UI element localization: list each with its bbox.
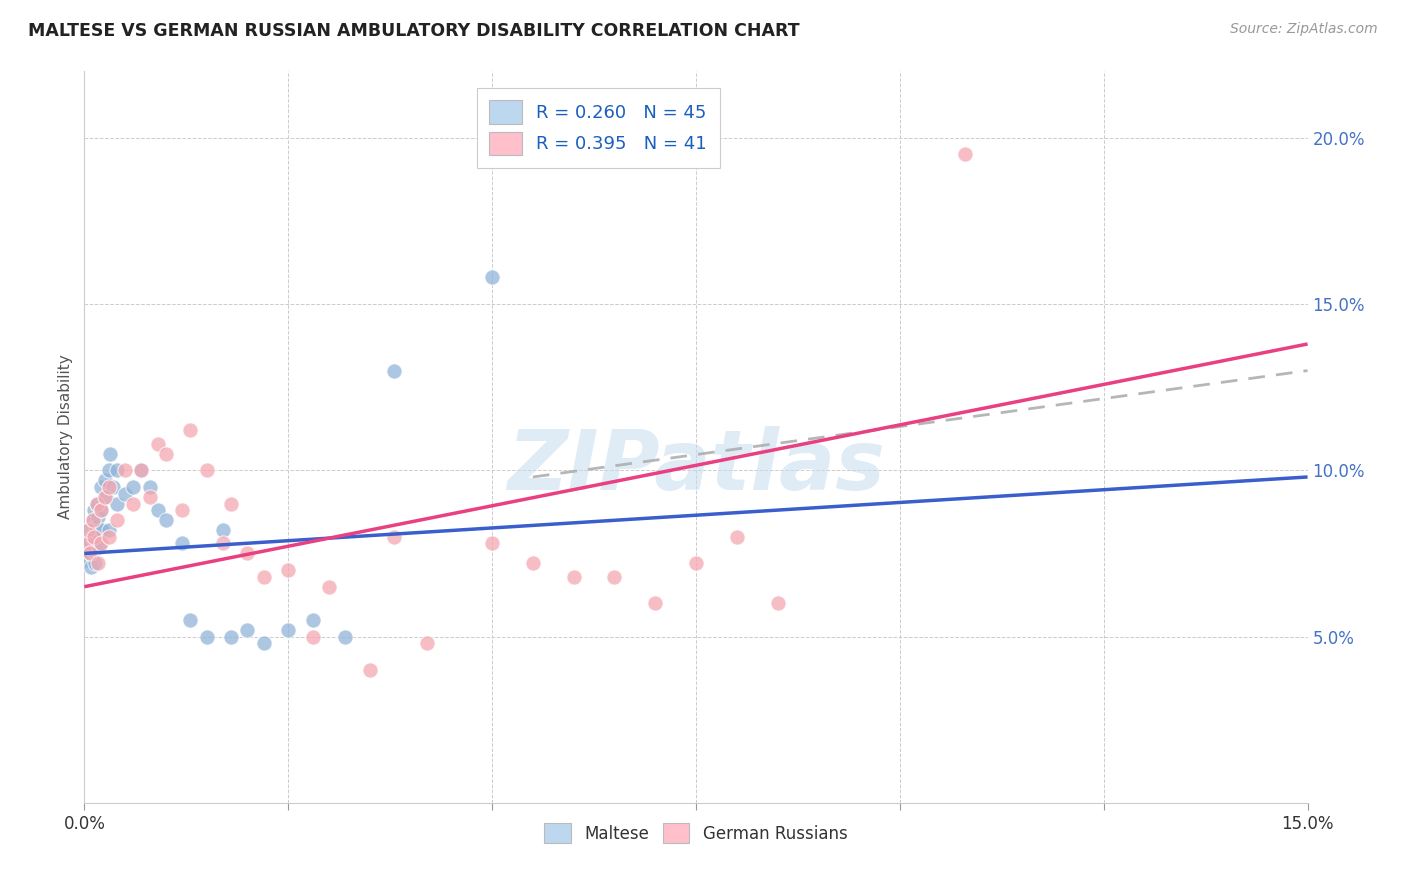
Point [685, 557, 707, 571]
Point [79, 546, 101, 560]
Point [603, 570, 626, 584]
Text: ZIPatlas: ZIPatlas [508, 425, 884, 507]
Point [155, 447, 177, 461]
Point [382, 363, 405, 377]
Point [253, 570, 276, 584]
Point [96, 490, 118, 504]
Point [146, 436, 169, 450]
Point [93, 473, 115, 487]
Point [277, 623, 299, 637]
Point [97, 480, 120, 494]
Point [138, 480, 160, 494]
Point [105, 513, 128, 527]
Point [80, 559, 103, 574]
Point [179, 613, 201, 627]
Point [131, 463, 153, 477]
Point [90, 503, 112, 517]
Point [131, 463, 153, 477]
Point [76, 536, 98, 550]
Point [77, 523, 100, 537]
Point [253, 636, 276, 650]
Point [335, 630, 357, 644]
Point [122, 497, 145, 511]
Point [219, 630, 242, 644]
Point [93, 490, 115, 504]
Point [212, 536, 235, 550]
Point [86, 497, 108, 511]
Point [82, 543, 104, 558]
Point [953, 147, 976, 161]
Point [522, 557, 544, 571]
Point [77, 523, 100, 537]
Point [195, 463, 218, 477]
Point [76, 536, 98, 550]
Point [481, 536, 503, 550]
Point [97, 463, 120, 477]
Point [236, 623, 259, 637]
Point [97, 530, 120, 544]
Point [101, 480, 124, 494]
Point [87, 509, 110, 524]
Point [195, 630, 218, 644]
Point [79, 546, 101, 560]
Point [83, 530, 105, 544]
Point [82, 513, 104, 527]
Point [91, 523, 114, 537]
Point [359, 663, 381, 677]
Point [318, 580, 340, 594]
Point [100, 447, 122, 461]
Point [90, 480, 112, 494]
Point [382, 530, 405, 544]
Y-axis label: Ambulatory Disability: Ambulatory Disability [58, 355, 73, 519]
Point [138, 490, 160, 504]
Point [82, 513, 104, 527]
Legend: Maltese, German Russians: Maltese, German Russians [538, 817, 853, 849]
Point [84, 557, 107, 571]
Point [97, 523, 120, 537]
Point [146, 503, 169, 517]
Point [155, 513, 177, 527]
Text: Source: ZipAtlas.com: Source: ZipAtlas.com [1230, 22, 1378, 37]
Point [122, 480, 145, 494]
Point [87, 557, 110, 571]
Point [114, 463, 136, 477]
Point [114, 486, 136, 500]
Point [105, 497, 128, 511]
Text: MALTESE VS GERMAN RUSSIAN AMBULATORY DISABILITY CORRELATION CHART: MALTESE VS GERMAN RUSSIAN AMBULATORY DIS… [28, 22, 800, 40]
Point [277, 563, 299, 577]
Point [86, 497, 108, 511]
Point [416, 636, 439, 650]
Point [84, 520, 107, 534]
Point [766, 596, 789, 610]
Point [301, 630, 323, 644]
Point [105, 463, 128, 477]
Point [212, 523, 235, 537]
Point [179, 424, 201, 438]
Point [172, 503, 194, 517]
Point [301, 613, 323, 627]
Point [725, 530, 748, 544]
Point [481, 270, 503, 285]
Point [219, 497, 242, 511]
Point [83, 503, 105, 517]
Point [236, 546, 259, 560]
Point [90, 536, 112, 550]
Point [77, 533, 100, 548]
Point [87, 540, 110, 554]
Point [80, 530, 103, 544]
Point [86, 533, 108, 548]
Point [644, 596, 666, 610]
Point [75, 553, 97, 567]
Point [562, 570, 585, 584]
Point [90, 503, 112, 517]
Point [172, 536, 194, 550]
